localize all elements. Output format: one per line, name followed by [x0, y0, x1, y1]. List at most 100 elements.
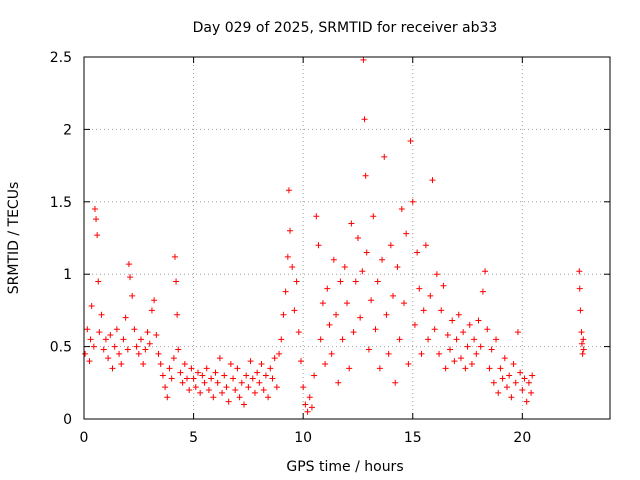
data-point: [84, 326, 91, 333]
data-point: [579, 350, 586, 357]
data-point: [352, 278, 359, 285]
grid-lines: [84, 57, 610, 419]
chart-title: Day 029 of 2025, SRMTID for receiver ab3…: [193, 20, 498, 36]
data-point: [137, 336, 144, 343]
data-point: [490, 379, 497, 386]
data-point: [324, 285, 331, 292]
data-point: [420, 307, 427, 314]
data-point: [249, 375, 256, 382]
data-point: [471, 336, 478, 343]
data-point: [284, 253, 291, 260]
data-point: [486, 365, 493, 372]
data-point: [124, 346, 131, 353]
data-point: [297, 358, 304, 365]
data-point: [186, 387, 193, 394]
data-point: [447, 346, 454, 353]
data-point: [381, 153, 388, 160]
data-point: [107, 332, 114, 339]
data-point: [227, 360, 234, 367]
data-point: [341, 263, 348, 270]
data-point: [216, 355, 223, 362]
data-point: [258, 360, 265, 367]
data-point: [348, 220, 355, 227]
data-point: [390, 292, 397, 299]
data-point: [91, 206, 98, 213]
data-point: [135, 350, 142, 357]
data-point: [383, 311, 390, 318]
data-point: [146, 340, 153, 347]
data-point: [280, 311, 287, 318]
data-point: [315, 242, 322, 249]
data-point: [436, 350, 443, 357]
data-point: [254, 369, 261, 376]
data-point: [363, 249, 370, 256]
data-point: [127, 274, 134, 281]
data-point: [289, 263, 296, 270]
data-point: [221, 372, 228, 379]
data-point: [295, 329, 302, 336]
axis-ticks: [83, 56, 610, 420]
data-point: [247, 358, 254, 365]
data-point: [576, 285, 583, 292]
data-point: [416, 285, 423, 292]
data-point: [460, 329, 467, 336]
data-point: [362, 172, 369, 179]
data-point: [245, 384, 252, 391]
data-point: [453, 336, 460, 343]
data-point: [400, 300, 407, 307]
data-point: [387, 242, 394, 249]
data-point: [519, 387, 526, 394]
data-point: [346, 365, 353, 372]
data-point: [438, 307, 445, 314]
data-point: [118, 360, 125, 367]
data-point: [236, 394, 243, 401]
data-point: [339, 336, 346, 343]
y-tick-label: 2: [63, 122, 72, 138]
data-point: [493, 336, 500, 343]
data-point: [87, 336, 94, 343]
data-point: [142, 346, 149, 353]
data-point: [94, 232, 101, 239]
data-point: [576, 268, 583, 275]
data-point: [473, 350, 480, 357]
data-point: [528, 389, 535, 396]
data-point: [433, 271, 440, 278]
y-tick-label: 1: [63, 267, 72, 283]
data-point: [529, 372, 536, 379]
data-point: [265, 394, 272, 401]
data-point: [482, 268, 489, 275]
data-point: [105, 355, 112, 362]
data-point: [451, 358, 458, 365]
data-point: [197, 389, 204, 396]
data-point: [240, 401, 247, 408]
data-point: [125, 261, 132, 268]
data-point: [361, 116, 368, 123]
data-point: [317, 336, 324, 343]
data-point: [251, 389, 258, 396]
data-point: [396, 336, 403, 343]
data-point: [512, 379, 519, 386]
x-tick-label: 15: [404, 430, 422, 446]
data-point: [304, 408, 311, 415]
data-point: [102, 336, 109, 343]
data-point: [330, 256, 337, 263]
data-point: [479, 288, 486, 295]
data-point: [201, 379, 208, 386]
data-point: [525, 379, 532, 386]
data-point: [514, 329, 521, 336]
data-point: [291, 307, 298, 314]
data-point: [100, 346, 107, 353]
data-point: [205, 387, 212, 394]
data-point: [422, 242, 429, 249]
data-point: [517, 369, 524, 376]
data-point: [194, 369, 201, 376]
data-point: [170, 355, 177, 362]
data-point: [333, 311, 340, 318]
data-point: [394, 263, 401, 270]
data-point: [260, 387, 267, 394]
data-point: [164, 394, 171, 401]
data-point: [179, 379, 186, 386]
data-point: [90, 343, 97, 350]
data-point: [173, 278, 180, 285]
data-point: [403, 230, 410, 237]
